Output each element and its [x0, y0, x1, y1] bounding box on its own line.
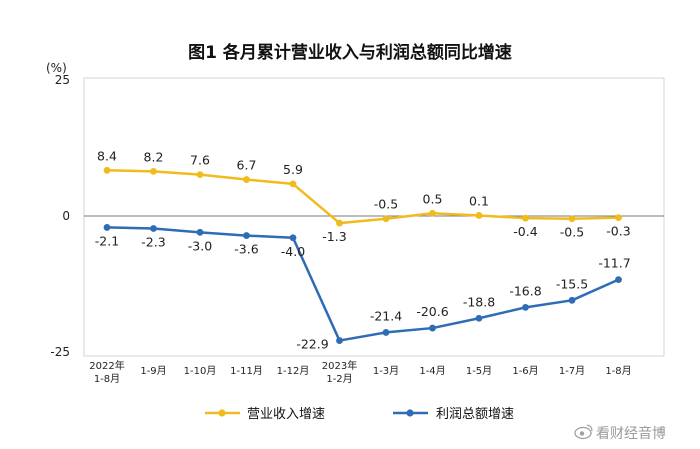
- x-tick-label: 1-5月: [466, 365, 492, 377]
- legend-label-profit: 利润总额增速: [436, 407, 514, 422]
- data-point: [103, 224, 111, 231]
- data-label: -0.5: [560, 225, 584, 240]
- series-revenue: 8.4 8.2 7.6 6.7 5.9 -1.3 -0.5 0.5 0.1 -0.4 -0.5 -0.…: [97, 148, 631, 244]
- data-label: 6.7: [237, 158, 257, 173]
- data-label: -4.0: [281, 244, 305, 259]
- data-point: [568, 296, 576, 304]
- data-point: [150, 167, 157, 175]
- series-profit: -2.1 -2.3 -3.0 -3.6 -4.0 -22.9 -21.4 -20.6 -18.8…: [95, 224, 631, 352]
- data-point: [243, 232, 250, 239]
- y-tick-label: 25: [55, 73, 70, 87]
- legend-marker-revenue: [218, 409, 226, 417]
- data-point: [103, 166, 111, 174]
- y-tick-label: 0: [62, 209, 70, 223]
- data-label: 5.9: [283, 162, 303, 177]
- x-tick-label: 1-9月: [140, 365, 166, 377]
- x-tick-label: 1-4月: [419, 365, 445, 377]
- y-axis-ticks: 25 0 -25: [50, 73, 70, 359]
- data-point: [382, 329, 390, 336]
- data-point: [429, 324, 436, 332]
- data-label: -11.7: [598, 256, 630, 271]
- x-tick-label: 1-10月: [184, 365, 217, 377]
- x-tick-label: 1-8月: [605, 365, 631, 377]
- chart-title: 图1 各月累计营业收入与利润总额同比增速: [188, 42, 512, 63]
- data-label: -16.8: [509, 283, 541, 298]
- data-label: -18.8: [463, 294, 495, 309]
- series-layer: 8.4 8.2 7.6 6.7 5.9 -1.3 -0.5 0.5 0.1 -0.4 -0.5 -0.…: [95, 148, 631, 351]
- x-tick-label-line: 1-5月: [466, 365, 492, 377]
- data-point: [289, 180, 297, 188]
- data-label: 7.6: [190, 153, 210, 168]
- data-label: -21.4: [370, 308, 402, 323]
- data-label: -3.0: [188, 238, 212, 253]
- data-point: [522, 303, 529, 311]
- data-point: [429, 209, 436, 217]
- x-tick-label-line: 1-2月: [326, 373, 352, 385]
- data-label: 8.4: [97, 148, 117, 163]
- data-point: [336, 219, 343, 227]
- data-label: 0.1: [469, 193, 489, 208]
- x-tick-label-line: 1-8月: [94, 373, 120, 385]
- data-point: [522, 214, 529, 222]
- legend-item-profit: 利润总额增速: [393, 407, 514, 422]
- data-label: -0.4: [513, 224, 537, 239]
- x-tick-label: 2023年 1-2月: [322, 359, 357, 385]
- data-label: -0.3: [606, 224, 630, 239]
- legend-label-revenue: 营业收入增速: [247, 407, 325, 422]
- data-label: -15.5: [556, 276, 588, 291]
- data-point: [196, 228, 204, 236]
- data-label: -0.5: [374, 197, 398, 212]
- data-label: 8.2: [144, 149, 164, 164]
- data-point: [382, 215, 390, 223]
- legend-marker-profit: [406, 409, 414, 417]
- data-label: 0.5: [423, 191, 443, 206]
- data-point: [289, 234, 297, 242]
- legend-item-revenue: 营业收入增速: [205, 407, 325, 422]
- series-line: [106, 169, 619, 225]
- data-label: -2.3: [141, 235, 165, 250]
- data-label: -20.6: [416, 304, 448, 319]
- x-tick-label-line: 1-10月: [184, 365, 217, 377]
- x-tick-label-line: 2022年: [89, 359, 124, 372]
- x-tick-label: 1-6月: [512, 365, 538, 377]
- data-point: [336, 337, 343, 344]
- x-tick-label: 1-11月: [230, 365, 263, 377]
- x-axis-ticks: 2022年 1-8月1-9月 1-10月 1-11月 1-12月 2023年 1-2月1-3…: [89, 359, 631, 385]
- data-point: [475, 314, 483, 322]
- data-point: [243, 176, 250, 183]
- plot-frame: [83, 77, 665, 357]
- x-tick-label-line: 1-7月: [559, 365, 585, 377]
- data-point: [568, 215, 576, 223]
- x-tick-label-line: 1-12月: [277, 365, 310, 377]
- legend: 营业收入增速 利润总额增速: [205, 407, 514, 422]
- watermark-text: 看财经音博: [596, 425, 666, 442]
- data-point: [615, 214, 622, 222]
- data-label: -3.6: [234, 242, 258, 257]
- x-tick-label-line: 1-9月: [140, 365, 166, 377]
- data-point: [615, 276, 622, 284]
- x-tick-label-line: 1-8月: [605, 365, 631, 377]
- x-tick-label-line: 1-11月: [230, 365, 263, 377]
- data-point: [196, 171, 204, 179]
- x-tick-label-line: 1-4月: [419, 365, 445, 377]
- data-point: [150, 225, 157, 232]
- x-tick-label-line: 1-3月: [373, 365, 399, 377]
- x-tick-label-line: 1-6月: [512, 365, 538, 377]
- x-tick-label: 1-3月: [373, 365, 399, 377]
- y-tick-label: -25: [50, 345, 70, 359]
- watermark: 看财经音博: [574, 424, 666, 442]
- data-point: [475, 212, 483, 219]
- x-tick-label: 1-12月: [277, 365, 310, 377]
- data-label: -22.9: [296, 337, 328, 352]
- y-unit-label: (%): [46, 61, 67, 75]
- x-tick-label-line: 2023年: [322, 359, 357, 372]
- x-tick-label: 1-7月: [559, 365, 585, 377]
- data-label: -1.3: [322, 229, 346, 244]
- series-line: [106, 226, 620, 342]
- x-tick-label: 2022年 1-8月: [89, 359, 124, 385]
- data-label: -2.1: [95, 233, 119, 248]
- weibo-icon: [574, 424, 593, 440]
